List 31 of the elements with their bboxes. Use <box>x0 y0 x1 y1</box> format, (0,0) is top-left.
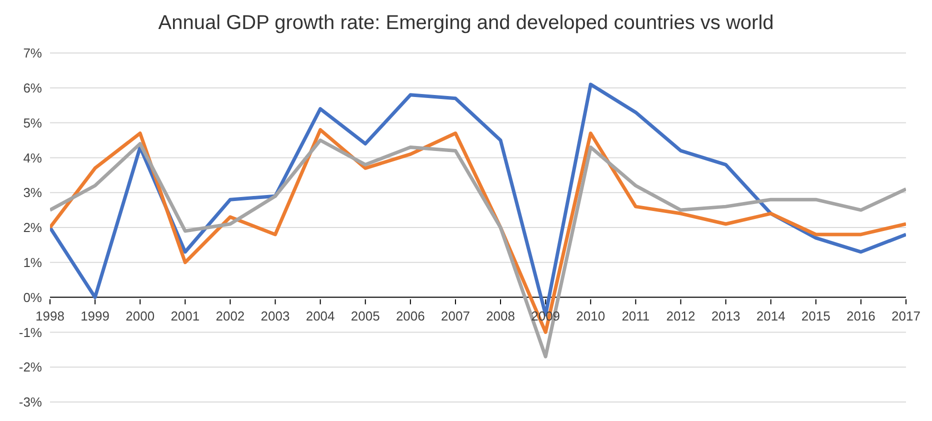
chart-title: Annual GDP growth rate: Emerging and developed countries vs world <box>157 12 775 35</box>
y-tick-label: 4% <box>23 150 42 166</box>
y-tick-label: -3% <box>18 394 42 410</box>
y-tick-label: -1% <box>18 324 42 340</box>
y-tick-label: 1% <box>23 255 42 270</box>
x-tick-label: 2016 <box>846 308 876 324</box>
x-tick-label: 2010 <box>576 308 606 324</box>
x-tick-label: 2015 <box>801 308 830 324</box>
x-tick-label: 1999 <box>80 308 110 324</box>
x-tick-label: 2004 <box>306 308 335 324</box>
x-tick-label: 2002 <box>216 308 245 324</box>
y-tick-label: 2% <box>23 220 42 236</box>
x-tick-label: 2003 <box>260 308 290 324</box>
y-tick-label: 7% <box>23 46 42 61</box>
x-tick-label: 2011 <box>622 308 650 324</box>
x-tick-label: 2000 <box>126 308 155 324</box>
x-tick-label: 2008 <box>486 308 515 324</box>
y-tick-label: 5% <box>23 115 42 130</box>
x-tick-label: 2013 <box>711 308 740 324</box>
x-tick-label: 2017 <box>892 308 920 324</box>
x-tick-label: 2012 <box>666 308 696 324</box>
y-tick-label: 0% <box>23 290 42 305</box>
x-tick-label: 2005 <box>350 308 380 324</box>
y-tick-label: -2% <box>18 360 42 375</box>
x-tick-label: 2007 <box>441 308 470 324</box>
y-tick-label: 3% <box>23 185 42 200</box>
y-tick-label: 6% <box>23 80 42 96</box>
x-tick-label: 2014 <box>756 308 786 324</box>
x-tick-label: 2001 <box>170 308 200 324</box>
x-tick-label: 1998 <box>36 308 64 324</box>
x-tick-label: 2006 <box>396 308 425 324</box>
